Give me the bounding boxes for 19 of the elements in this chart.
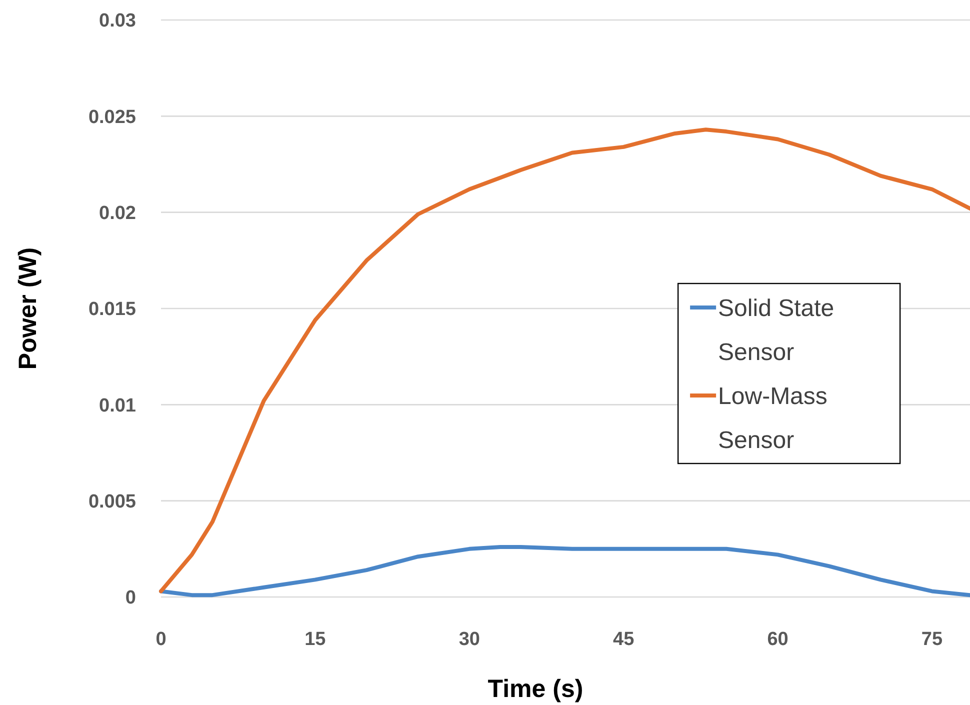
legend-label: Low-Mass Sensor: [718, 382, 828, 454]
y-tick-label: 0.01: [99, 395, 136, 416]
y-tick-label: 0: [125, 588, 136, 609]
y-tick-label: 0.025: [88, 106, 136, 128]
x-tick-label: 45: [613, 629, 635, 650]
x-tick-label: 75: [921, 629, 943, 650]
y-axis-title: Power (W): [14, 247, 42, 370]
x-tick-label: 30: [458, 629, 480, 650]
y-tick-label: 0.02: [99, 202, 136, 224]
line-series: [159, 544, 970, 598]
y-tick-label: 0.005: [88, 491, 136, 512]
x-tick-label: 0: [156, 629, 166, 650]
x-tick-label: 15: [304, 629, 326, 650]
legend-label: Solid State Sensor: [718, 294, 834, 366]
x-tick-label: 60: [767, 629, 788, 650]
line-series: [159, 128, 970, 594]
x-axis-title: Time (s): [488, 675, 584, 703]
y-tick-label: 0.015: [88, 299, 136, 320]
y-tick-label: 0.03: [99, 10, 136, 32]
